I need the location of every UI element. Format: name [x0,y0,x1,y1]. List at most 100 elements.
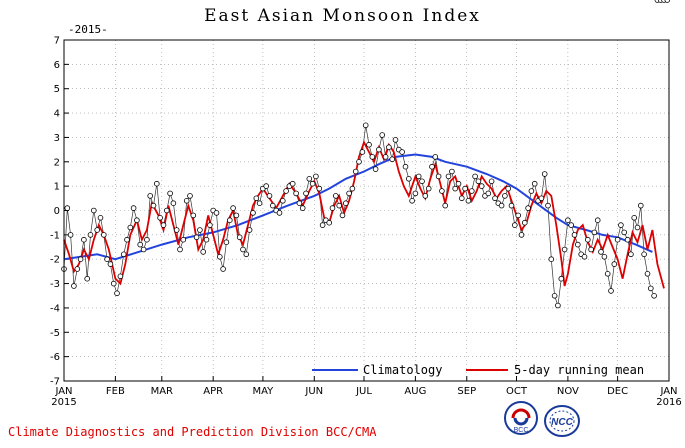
daily-point [551,292,558,299]
daily-point [439,188,445,194]
daily-point [429,163,435,170]
x-tick-label: NOV [557,386,579,397]
daily-point [263,183,270,189]
daily-point [276,210,283,216]
daily-point [309,180,316,187]
daily-point [332,193,339,199]
daily-point [339,212,346,219]
series-line-climatology [63,153,653,261]
daily-point [478,183,485,189]
daily-point [465,198,472,204]
daily-point [177,246,183,253]
daily-point [432,154,439,160]
daily-point [342,200,349,207]
daily-point [207,222,213,228]
daily-point [548,256,555,263]
daily-point [303,190,309,197]
x-tick-label: AUG [404,386,426,397]
y-tick-label: 1 [54,182,60,193]
daily-point [67,232,74,238]
daily-point [134,217,140,224]
daily-point [240,246,246,253]
y-tick-label: -4 [50,303,60,314]
daily-point [531,180,538,187]
y-tick-label: -6 [50,352,60,363]
daily-point [200,249,207,255]
daily-point [435,173,442,180]
daily-point [127,224,134,231]
daily-point [160,222,167,228]
series-layer [61,0,671,309]
daily-point [173,227,180,233]
plot-frame [63,39,670,382]
x-tick-label: MAY [252,386,274,397]
bcc-logo-text: BCC [514,427,529,434]
daily-point [601,253,608,260]
daily-point [369,154,376,160]
daily-point [399,149,405,155]
y-tick-label: -2 [50,255,60,266]
daily-point [634,224,641,231]
daily-point [236,234,243,241]
daily-point [591,229,598,236]
daily-point [419,178,425,185]
daily-point [525,205,531,211]
ncc-logo-text: NCC [551,417,573,428]
daily-point [608,288,614,294]
x-tick-label: JUL [355,386,372,397]
daily-point [651,292,657,299]
daily-point [77,256,84,263]
daily-point [316,185,323,192]
daily-point [628,251,634,258]
daily-point [571,232,578,238]
daily-point [230,205,236,211]
daily-point [329,205,336,211]
daily-point [455,180,462,187]
daily-point [203,236,210,243]
daily-point [376,146,382,153]
daily-point [644,270,651,277]
y-axis: -7 -6 -5 -4 -3 -2 -1 0 1 2 3 4 5 6 7 [50,36,69,388]
daily-point [227,217,233,224]
legend-running-mean-label: 5-day running mean [514,363,644,377]
daily-point [472,173,478,180]
daily-point [74,266,81,272]
daily-point [621,229,627,236]
daily-point [81,236,87,243]
daily-point [250,210,256,216]
y-tick-label: 2 [54,157,60,168]
daily-point [283,188,289,194]
daily-point [164,207,170,214]
daily-point [349,185,356,192]
daily-point [197,227,203,233]
daily-point [299,205,306,211]
daily-point [190,212,197,219]
x-tick-label: APR [203,386,223,397]
daily-point [574,241,581,248]
x-tick-label: JUN [304,386,323,397]
daily-point [485,190,492,197]
daily-point [624,236,631,243]
y-tick-label: 3 [54,133,60,144]
daily-point [306,176,313,182]
daily-point [664,0,671,3]
daily-point [246,227,253,233]
daily-point [217,253,223,260]
x-tick-label: JAN [54,386,72,397]
daily-point [140,246,147,253]
daily-point [167,190,173,197]
daily-index-line [63,125,655,306]
x-tick-label: JAN [659,386,677,397]
daily-point [492,195,498,202]
daily-point [641,251,647,258]
daily-point [183,198,190,204]
daily-point [213,210,220,216]
daily-point [594,217,601,224]
daily-point [618,222,624,228]
daily-point [545,202,551,209]
daily-point [565,217,571,224]
daily-point [386,144,392,151]
daily-point [87,232,94,238]
